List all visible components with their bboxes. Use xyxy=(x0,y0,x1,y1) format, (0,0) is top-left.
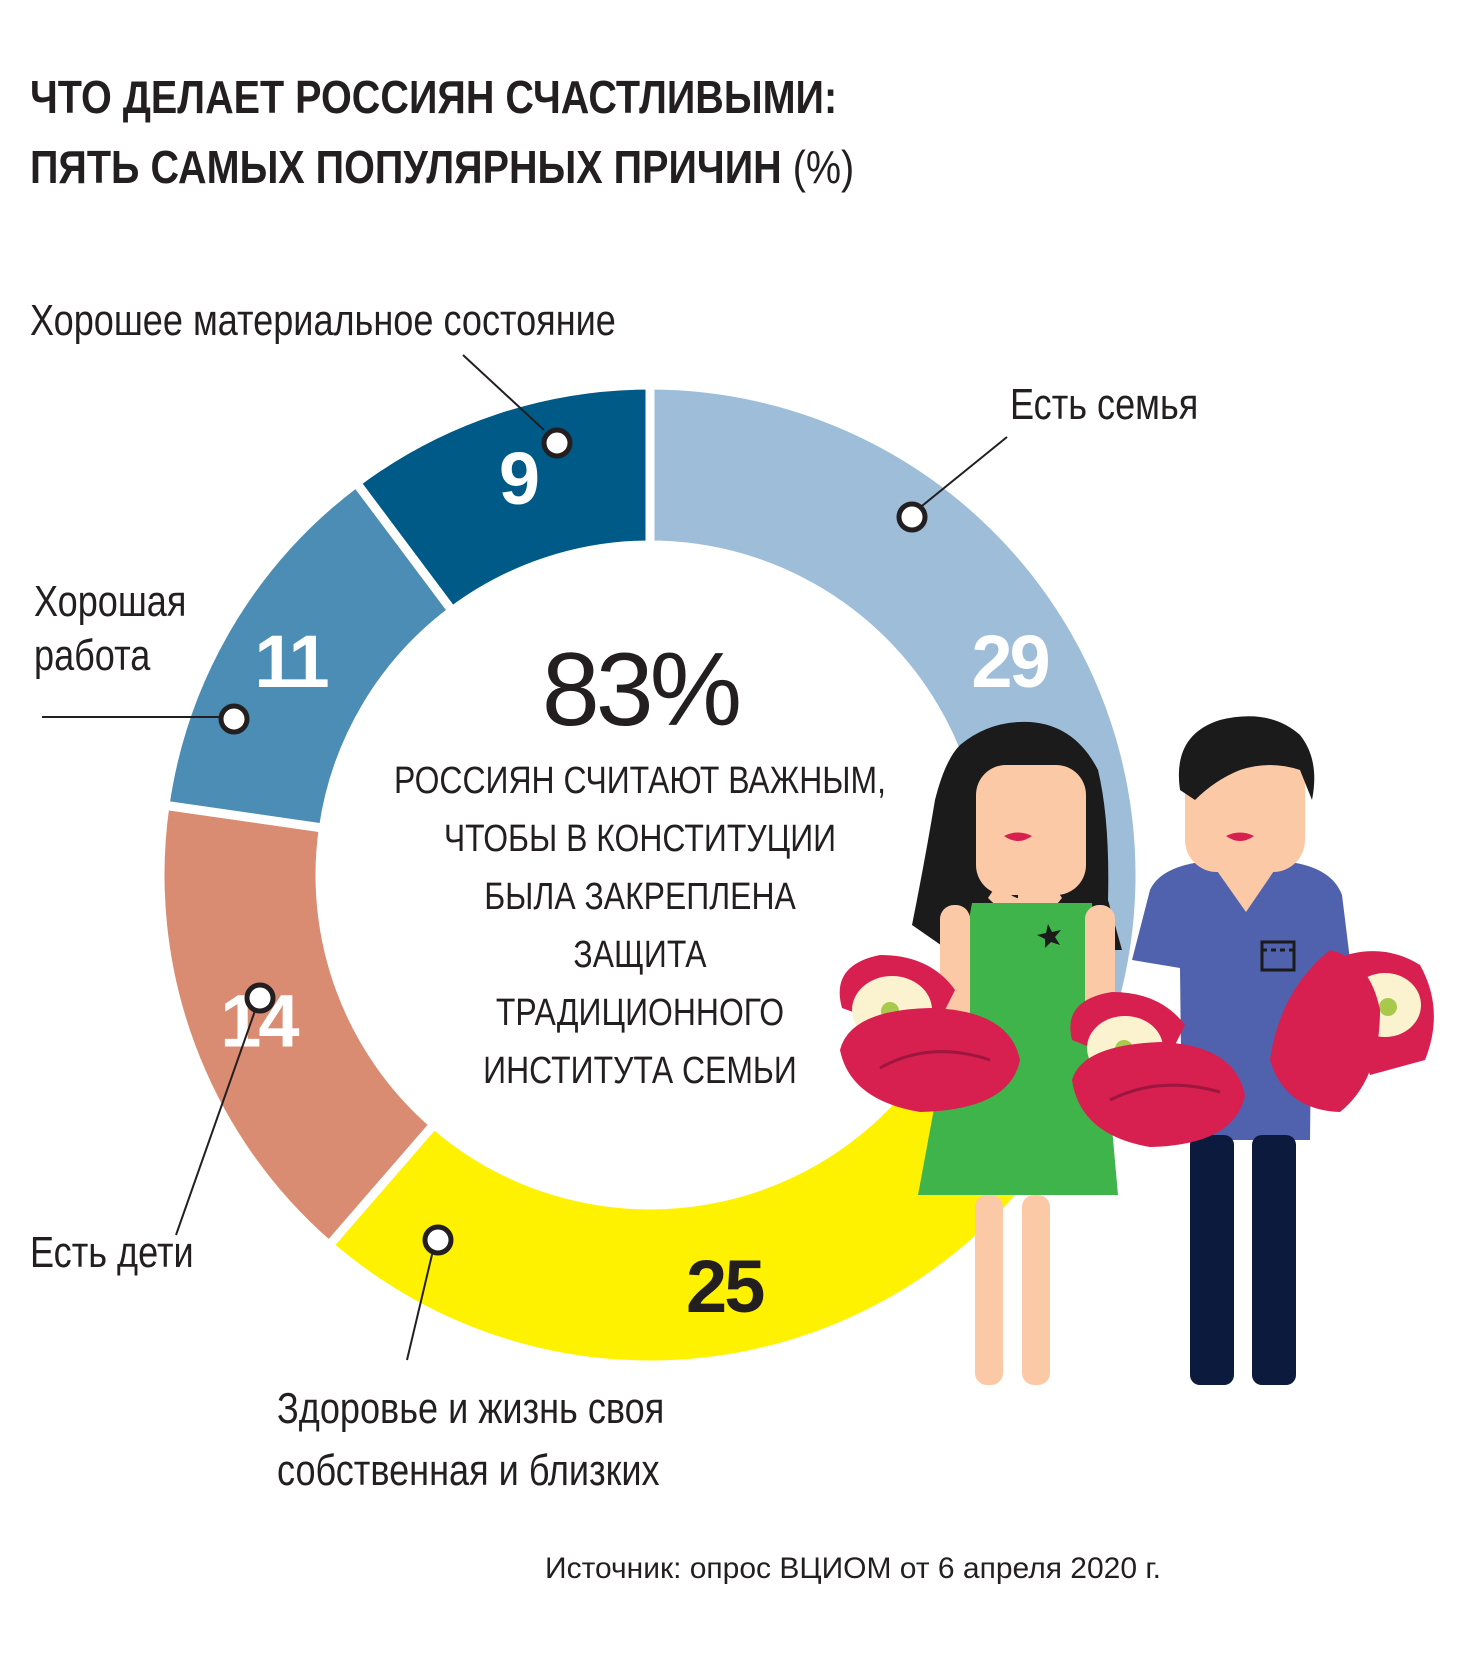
center-caption-line5: ТРАДИЦИОННОГО xyxy=(495,992,785,1034)
center-caption-line6: ИНСТИТУТА СЕМЬИ xyxy=(483,1050,797,1092)
chart-title: ЧТО ДЕЛАЕТ РОССИЯН СЧАСТЛИВЫМИ: ПЯТЬ САМ… xyxy=(30,62,854,202)
label-health-line2: собственная и близких xyxy=(277,1446,660,1495)
label-health-line1: Здоровье и жизнь своя xyxy=(277,1384,665,1433)
leader-line-family xyxy=(911,436,1008,515)
donut-slice-money xyxy=(350,380,655,618)
leader-lines xyxy=(42,354,1008,1361)
leader-line-health xyxy=(406,1241,436,1361)
label-children: Есть дети xyxy=(30,1228,194,1277)
baby-bundle-2 xyxy=(1070,992,1245,1147)
chart-title-line1: ЧТО ДЕЛАЕТ РОССИЯН СЧАСТЛИВЫМИ: xyxy=(30,71,838,123)
donut-value-label-work: 11 xyxy=(254,620,328,703)
woman-figure xyxy=(912,721,1122,1385)
donut-value-label-money: 9 xyxy=(499,437,538,520)
label-work-line1: Хорошая xyxy=(34,577,187,626)
donut-slice-children xyxy=(155,800,441,1252)
chart-title-line2: ПЯТЬ САМЫХ ПОПУЛЯРНЫХ ПРИЧИН xyxy=(30,141,782,193)
center-caption-line4: ЗАЩИТА xyxy=(573,934,707,976)
leader-dot-health xyxy=(422,1224,454,1256)
center-caption-line2: ЧТОБЫ В КОНСТИТУЦИИ xyxy=(443,818,837,860)
baby-bundle-3 xyxy=(1270,950,1434,1112)
baby-bundle-1 xyxy=(839,955,1020,1112)
source-note: Источник: опрос ВЦИОМ от 6 апреля 2020 г… xyxy=(545,1552,1161,1585)
leader-line-children xyxy=(175,1004,258,1236)
leader-dot-money xyxy=(541,427,573,459)
donut-slice-health xyxy=(322,1027,1087,1370)
chart-title-unit: (%) xyxy=(792,141,855,193)
leader-line-money xyxy=(462,354,545,431)
leader-dot-work xyxy=(218,703,250,735)
leader-dots xyxy=(218,427,928,1256)
center-caption: РОССИЯН СЧИТАЮТ ВАЖНЫМ, ЧТОБЫ В КОНСТИТУ… xyxy=(388,752,892,1100)
family-illustration xyxy=(839,716,1434,1385)
center-caption-line3: БЫЛА ЗАКРЕПЛЕНА xyxy=(484,876,796,918)
label-work-line2: работа xyxy=(34,631,151,680)
center-caption-line1: РОССИЯН СЧИТАЮТ ВАЖНЫМ, xyxy=(394,760,886,802)
label-money: Хорошее материальное состояние xyxy=(30,296,616,345)
donut-value-label-health: 25 xyxy=(686,1245,764,1328)
center-percent: 83% xyxy=(541,632,742,748)
leader-dot-children xyxy=(244,982,276,1014)
label-health: Здоровье и жизнь своя собственная и близ… xyxy=(277,1378,664,1502)
label-work: Хорошая работа xyxy=(34,575,186,683)
leader-dot-family xyxy=(896,501,928,533)
label-family: Есть семья xyxy=(1010,380,1199,429)
donut-value-label-family: 29 xyxy=(971,620,1048,703)
